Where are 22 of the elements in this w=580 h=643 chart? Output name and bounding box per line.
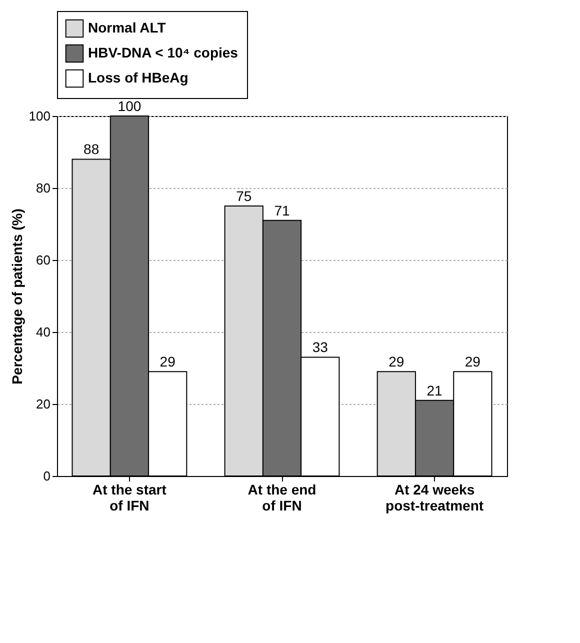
- data-label: 71: [274, 202, 290, 218]
- y-tick-label: 80: [36, 180, 50, 196]
- data-label: 75: [236, 188, 252, 204]
- y-tick-label: 60: [36, 252, 50, 268]
- x-tick-label: At 24 weeks post-treatment: [386, 482, 484, 514]
- data-label: 21: [426, 382, 443, 398]
- data-label: 88: [84, 141, 100, 158]
- data-label: 29: [160, 354, 176, 370]
- legend-label: HBV-DNA < 10⁴ copies: [88, 44, 238, 60]
- y-tick-label: 40: [36, 324, 50, 340]
- data-label: 33: [312, 339, 328, 356]
- legend-label: Normal ALT: [88, 20, 166, 36]
- x-tick-label: At the end of IFN: [248, 482, 316, 514]
- data-label: 100: [118, 98, 142, 114]
- data-label: 29: [464, 354, 481, 370]
- data-label: 29: [388, 354, 404, 370]
- y-tick-label: 0: [43, 468, 50, 484]
- y-tick-label: 100: [28, 108, 50, 124]
- y-axis-title: Percentage of patients (%): [8, 208, 25, 384]
- legend-label: Loss of HBeAg: [88, 70, 188, 86]
- y-tick-label: 20: [36, 396, 50, 412]
- x-tick-label: At the start of IFN: [92, 482, 167, 514]
